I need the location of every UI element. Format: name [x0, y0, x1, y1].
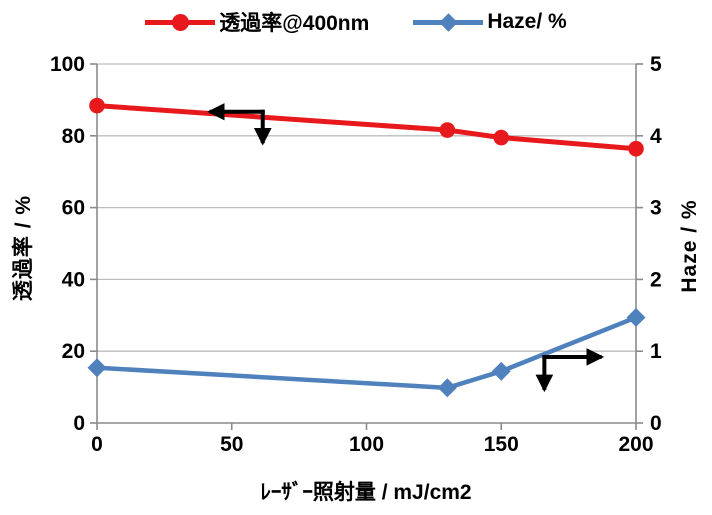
- data-point-haze-0: [87, 358, 107, 378]
- legend: 透過率@400nm Haze/ %: [0, 7, 712, 37]
- y-left-tick-label-40: 40: [62, 268, 85, 291]
- y-right-tick-label-2: 2: [650, 268, 662, 291]
- data-point-transmittance-150: [493, 129, 510, 146]
- x-tick-label-200: 200: [618, 433, 653, 456]
- y-left-tick-label-60: 60: [62, 197, 85, 220]
- y-left-tick-label-100: 100: [50, 53, 85, 76]
- legend-label-transmittance: 透過率@400nm: [219, 12, 370, 35]
- y-right-tick-label-5: 5: [650, 53, 662, 76]
- legend-diamond-blue: [439, 12, 458, 32]
- y-left-tick-label-80: 80: [62, 125, 85, 148]
- y-right-tick-label-0: 0: [650, 412, 662, 435]
- y-right-tick-label-1: 1: [650, 340, 662, 363]
- line-diamond-marker-icon: [413, 11, 484, 33]
- x-tick-label-0: 0: [91, 433, 103, 456]
- series-line-transmittance: [94, 103, 639, 152]
- legend-item-transmittance: 透過率@400nm: [145, 7, 369, 37]
- y-right-tick-label-4: 4: [650, 125, 662, 148]
- y-left-tick-label-0: 0: [73, 412, 85, 435]
- data-point-haze-150: [491, 361, 511, 381]
- data-point-transmittance-0: [89, 97, 105, 114]
- legend-item-haze: Haze/ %: [413, 10, 567, 34]
- y-right-axis-title: Haze / %: [678, 199, 701, 293]
- data-point-haze-200: [626, 307, 646, 327]
- data-point-transmittance-130: [439, 122, 456, 138]
- y-left-axis-title: 透過率 / %: [12, 194, 35, 302]
- legend-circle-red: [171, 13, 189, 31]
- data-point-haze-130: [437, 378, 457, 398]
- x-tick-label-50: 50: [220, 433, 243, 456]
- y-left-tick-label-20: 20: [62, 340, 85, 363]
- x-tick-label-150: 150: [484, 433, 519, 456]
- line-circle-marker-icon: [145, 11, 216, 33]
- series-line-haze: [94, 315, 639, 391]
- data-point-transmittance-200: [628, 140, 644, 157]
- legend-label-haze: Haze/ %: [487, 10, 567, 33]
- y-right-tick-label-3: 3: [650, 197, 662, 220]
- x-axis-title: ﾚｰｻﾞｰ照射量 / mJ/cm2: [260, 481, 472, 504]
- x-tick-label-100: 100: [349, 433, 384, 456]
